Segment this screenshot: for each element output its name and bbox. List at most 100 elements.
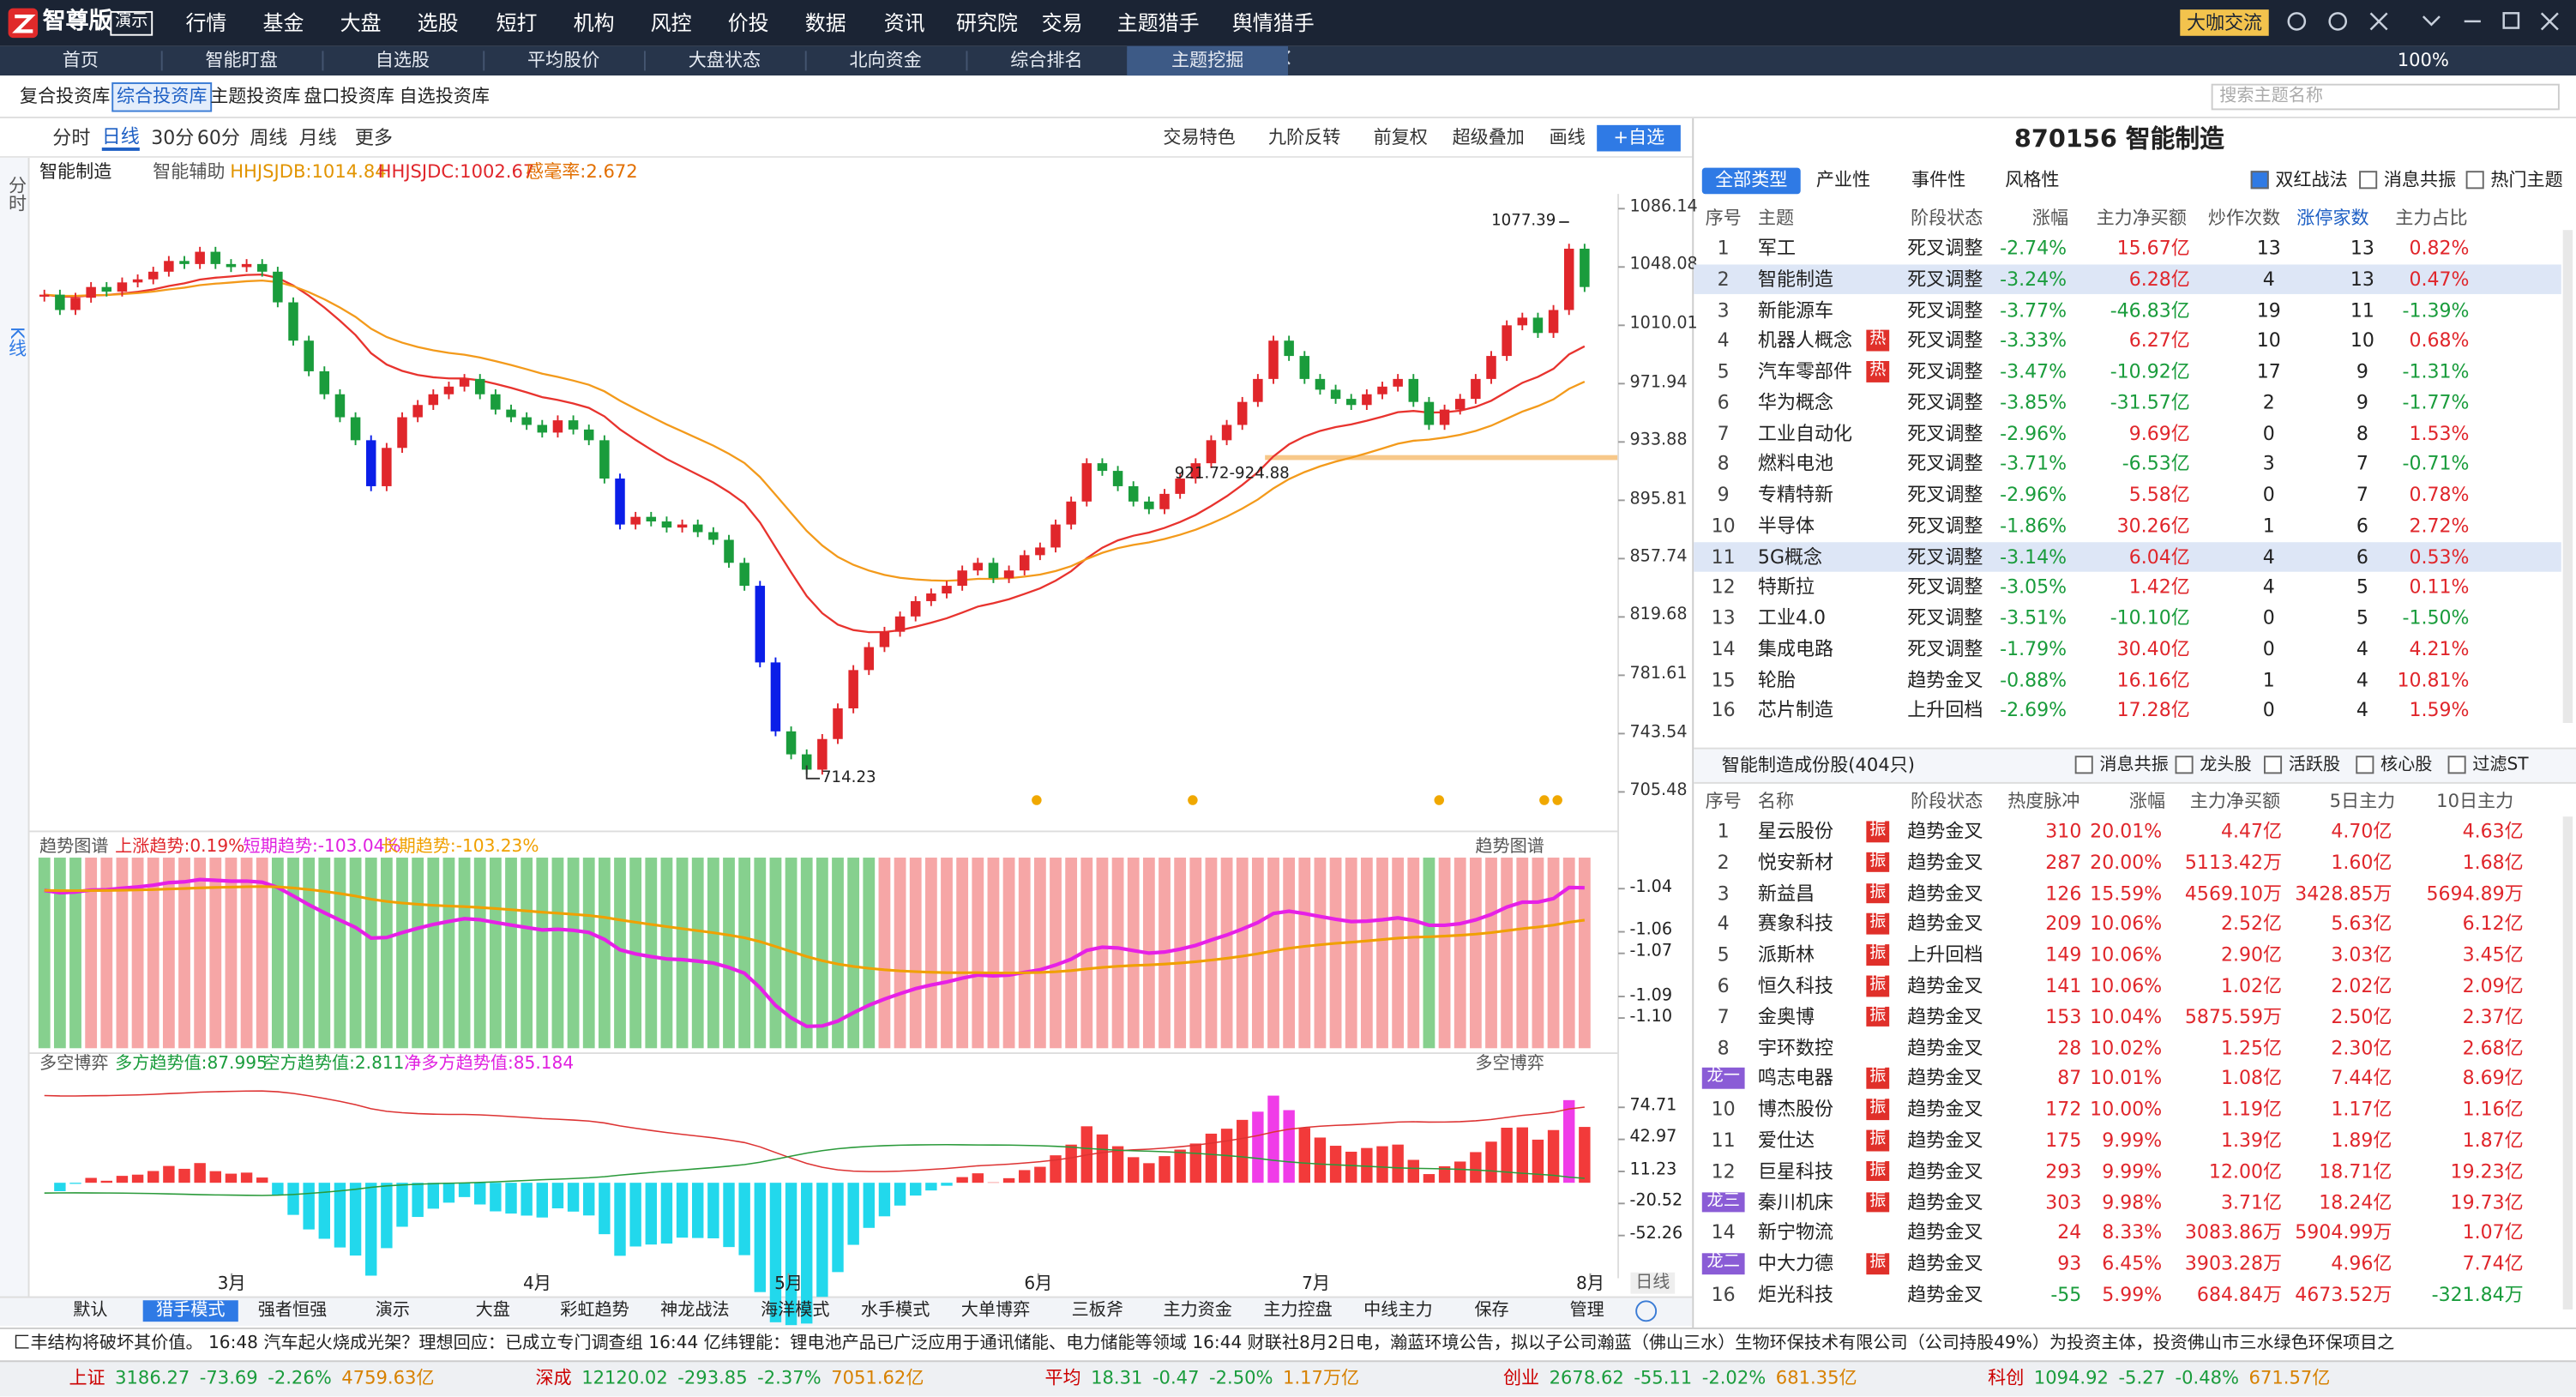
theme-name[interactable]: 工业自动化 [1757,421,1853,444]
menu-item[interactable]: 交易 [1041,9,1083,35]
menu-item[interactable]: 风控 [650,9,692,35]
subtab[interactable]: 自选投资库 [399,85,490,107]
menu-item[interactable]: 数据 [804,9,846,35]
column-header[interactable]: 主力净买额 [2189,790,2281,812]
menu-item[interactable]: 研究院 [956,9,1018,35]
theme-name[interactable]: 工业4.0 [1757,605,1827,629]
scrollbar[interactable] [2562,230,2573,723]
strategy-tab[interactable]: 大盘 [475,1300,510,1321]
column-header[interactable]: 炒作次数 [2207,207,2281,229]
theme-name[interactable]: 专精特新 [1757,482,1834,506]
theme-name[interactable]: 华为概念 [1757,390,1834,413]
tool-button[interactable]: 交易特色 [1163,126,1236,148]
tool-button[interactable]: 画线 [1549,126,1586,148]
column-header[interactable]: 阶段状态 [1911,790,1983,812]
period-option[interactable]: 更多 [354,126,393,149]
theme-name[interactable]: 特斯拉 [1757,575,1815,599]
index-quote[interactable]: 上证 3186.27 -73.69 -2.26% 4759.63亿 [69,1367,444,1389]
theme-name[interactable]: 半导体 [1757,513,1815,537]
stock-name[interactable]: 宇环数控 [1757,1035,1834,1059]
stock-name[interactable]: 秦川机床 [1757,1189,1834,1213]
theme-name[interactable]: 集成电路 [1757,636,1834,660]
menu-item[interactable]: 舆情猎手 [1231,9,1315,35]
stock-name[interactable]: 爱仕达 [1757,1128,1815,1152]
menu-item[interactable]: 资讯 [883,9,925,35]
period-toggle[interactable]: 日线 [1630,1272,1676,1294]
column-header[interactable]: 序号 [1705,790,1742,812]
period-option[interactable]: 月线 [298,126,337,149]
side-tab[interactable]: K线 [6,327,28,357]
tab[interactable]: 主题挖掘 [1171,49,1244,71]
filter[interactable]: 产业性 [1815,169,1871,191]
subtab[interactable]: 综合投资库 [111,82,213,112]
index-quote[interactable]: 科创 1094.92 -5.27 -0.48% 671.57亿 [1988,1367,2340,1389]
column-header[interactable]: 涨幅 [2031,207,2069,229]
period-option[interactable]: 30分 [151,126,195,149]
period-option[interactable]: 日线 [101,124,140,152]
tab[interactable]: 首页 [62,49,99,71]
strategy-tab[interactable]: 主力资金 [1163,1300,1232,1321]
theme-name[interactable]: 芯片制造 [1757,698,1834,722]
checkbox[interactable] [2263,756,2283,774]
tab[interactable]: 智能盯盘 [205,49,278,71]
stock-name[interactable]: 巨星科技 [1757,1159,1834,1183]
menu-item[interactable]: 价投 [727,9,769,35]
strategy-tab[interactable]: 默认 [73,1300,108,1321]
menu-item[interactable]: 大盘 [340,9,382,35]
menu-item[interactable]: 短打 [496,9,538,35]
checkbox[interactable] [2447,756,2466,774]
menu-item[interactable]: 基金 [262,9,304,35]
filter[interactable]: 风格性 [2005,169,2060,191]
column-header[interactable]: 涨幅 [2128,790,2166,812]
column-header[interactable]: 主力净买额 [2096,207,2187,229]
column-header[interactable]: 5日主力 [2329,790,2396,812]
scroll-top[interactable] [1635,1300,1658,1322]
strategy-tab[interactable]: 大单博弈 [960,1300,1031,1321]
stock-name[interactable]: 金奥博 [1757,1004,1815,1028]
theme-name[interactable]: 轮胎 [1757,667,1796,691]
strategy-tab[interactable]: 中线主力 [1363,1300,1433,1321]
checkbox[interactable] [2359,171,2378,190]
tab[interactable]: 平均股价 [527,49,600,71]
index-quote[interactable]: 创业 2678.62 -55.11 -2.02% 681.35亿 [1503,1367,1867,1389]
search-box[interactable] [2211,83,2560,111]
menu-item[interactable]: 选股 [417,9,459,35]
side-tab[interactable]: 分时 [6,175,28,213]
subtab[interactable]: 复合投资库 [19,85,111,107]
column-header[interactable]: 序号 [1705,207,1742,229]
theme-name[interactable]: 新能源车 [1757,298,1834,322]
index-quote[interactable]: 平均 18.31 -0.47 -2.50% 1.17万亿 [1044,1367,1369,1389]
checkbox[interactable] [2250,171,2269,190]
tab[interactable]: 大盘状态 [688,49,761,71]
column-header[interactable]: 主力占比 [2395,207,2468,229]
checkbox[interactable] [2356,756,2374,774]
column-header[interactable]: 阶段状态 [1911,207,1983,229]
stock-name[interactable]: 新益昌 [1757,881,1815,905]
theme-name[interactable]: 燃料电池 [1757,451,1834,475]
theme-name[interactable]: 智能制造 [1757,267,1834,291]
stock-name[interactable]: 炬光科技 [1757,1282,1834,1306]
stock-name[interactable]: 星云股份 [1757,819,1834,843]
period-option[interactable]: 分时 [52,126,91,149]
theme-name[interactable]: 汽车零部件 [1757,359,1853,383]
stock-name[interactable]: 博杰股份 [1757,1097,1834,1121]
strategy-tab[interactable]: 海洋模式 [761,1300,830,1321]
stock-name[interactable]: 新宁物流 [1757,1220,1834,1244]
strategy-tab[interactable]: 水手模式 [860,1300,930,1321]
strategy-tab[interactable]: 强者恒强 [257,1300,328,1321]
stock-name[interactable]: 派斯林 [1757,942,1815,966]
column-header[interactable]: 主题 [1757,207,1795,229]
window-controls[interactable] [2287,12,2559,31]
column-header[interactable]: 名称 [1757,790,1795,812]
tab[interactable]: 综合排名 [1010,49,1083,71]
menu-item[interactable]: 行情 [185,9,227,35]
strategy-tab[interactable]: 猎手模式 [142,1300,238,1322]
tool-button[interactable]: 九阶反转 [1268,126,1341,148]
scrollbar[interactable] [2562,816,2573,1310]
stock-name[interactable]: 恒久科技 [1757,973,1834,997]
stock-name[interactable]: 悦安新材 [1757,850,1834,874]
tool-button[interactable]: 前复权 [1373,126,1428,148]
subtab[interactable]: 主题投资库 [210,85,301,107]
period-option[interactable]: 周线 [250,126,288,149]
strategy-tab[interactable]: 保存 [1474,1300,1509,1321]
